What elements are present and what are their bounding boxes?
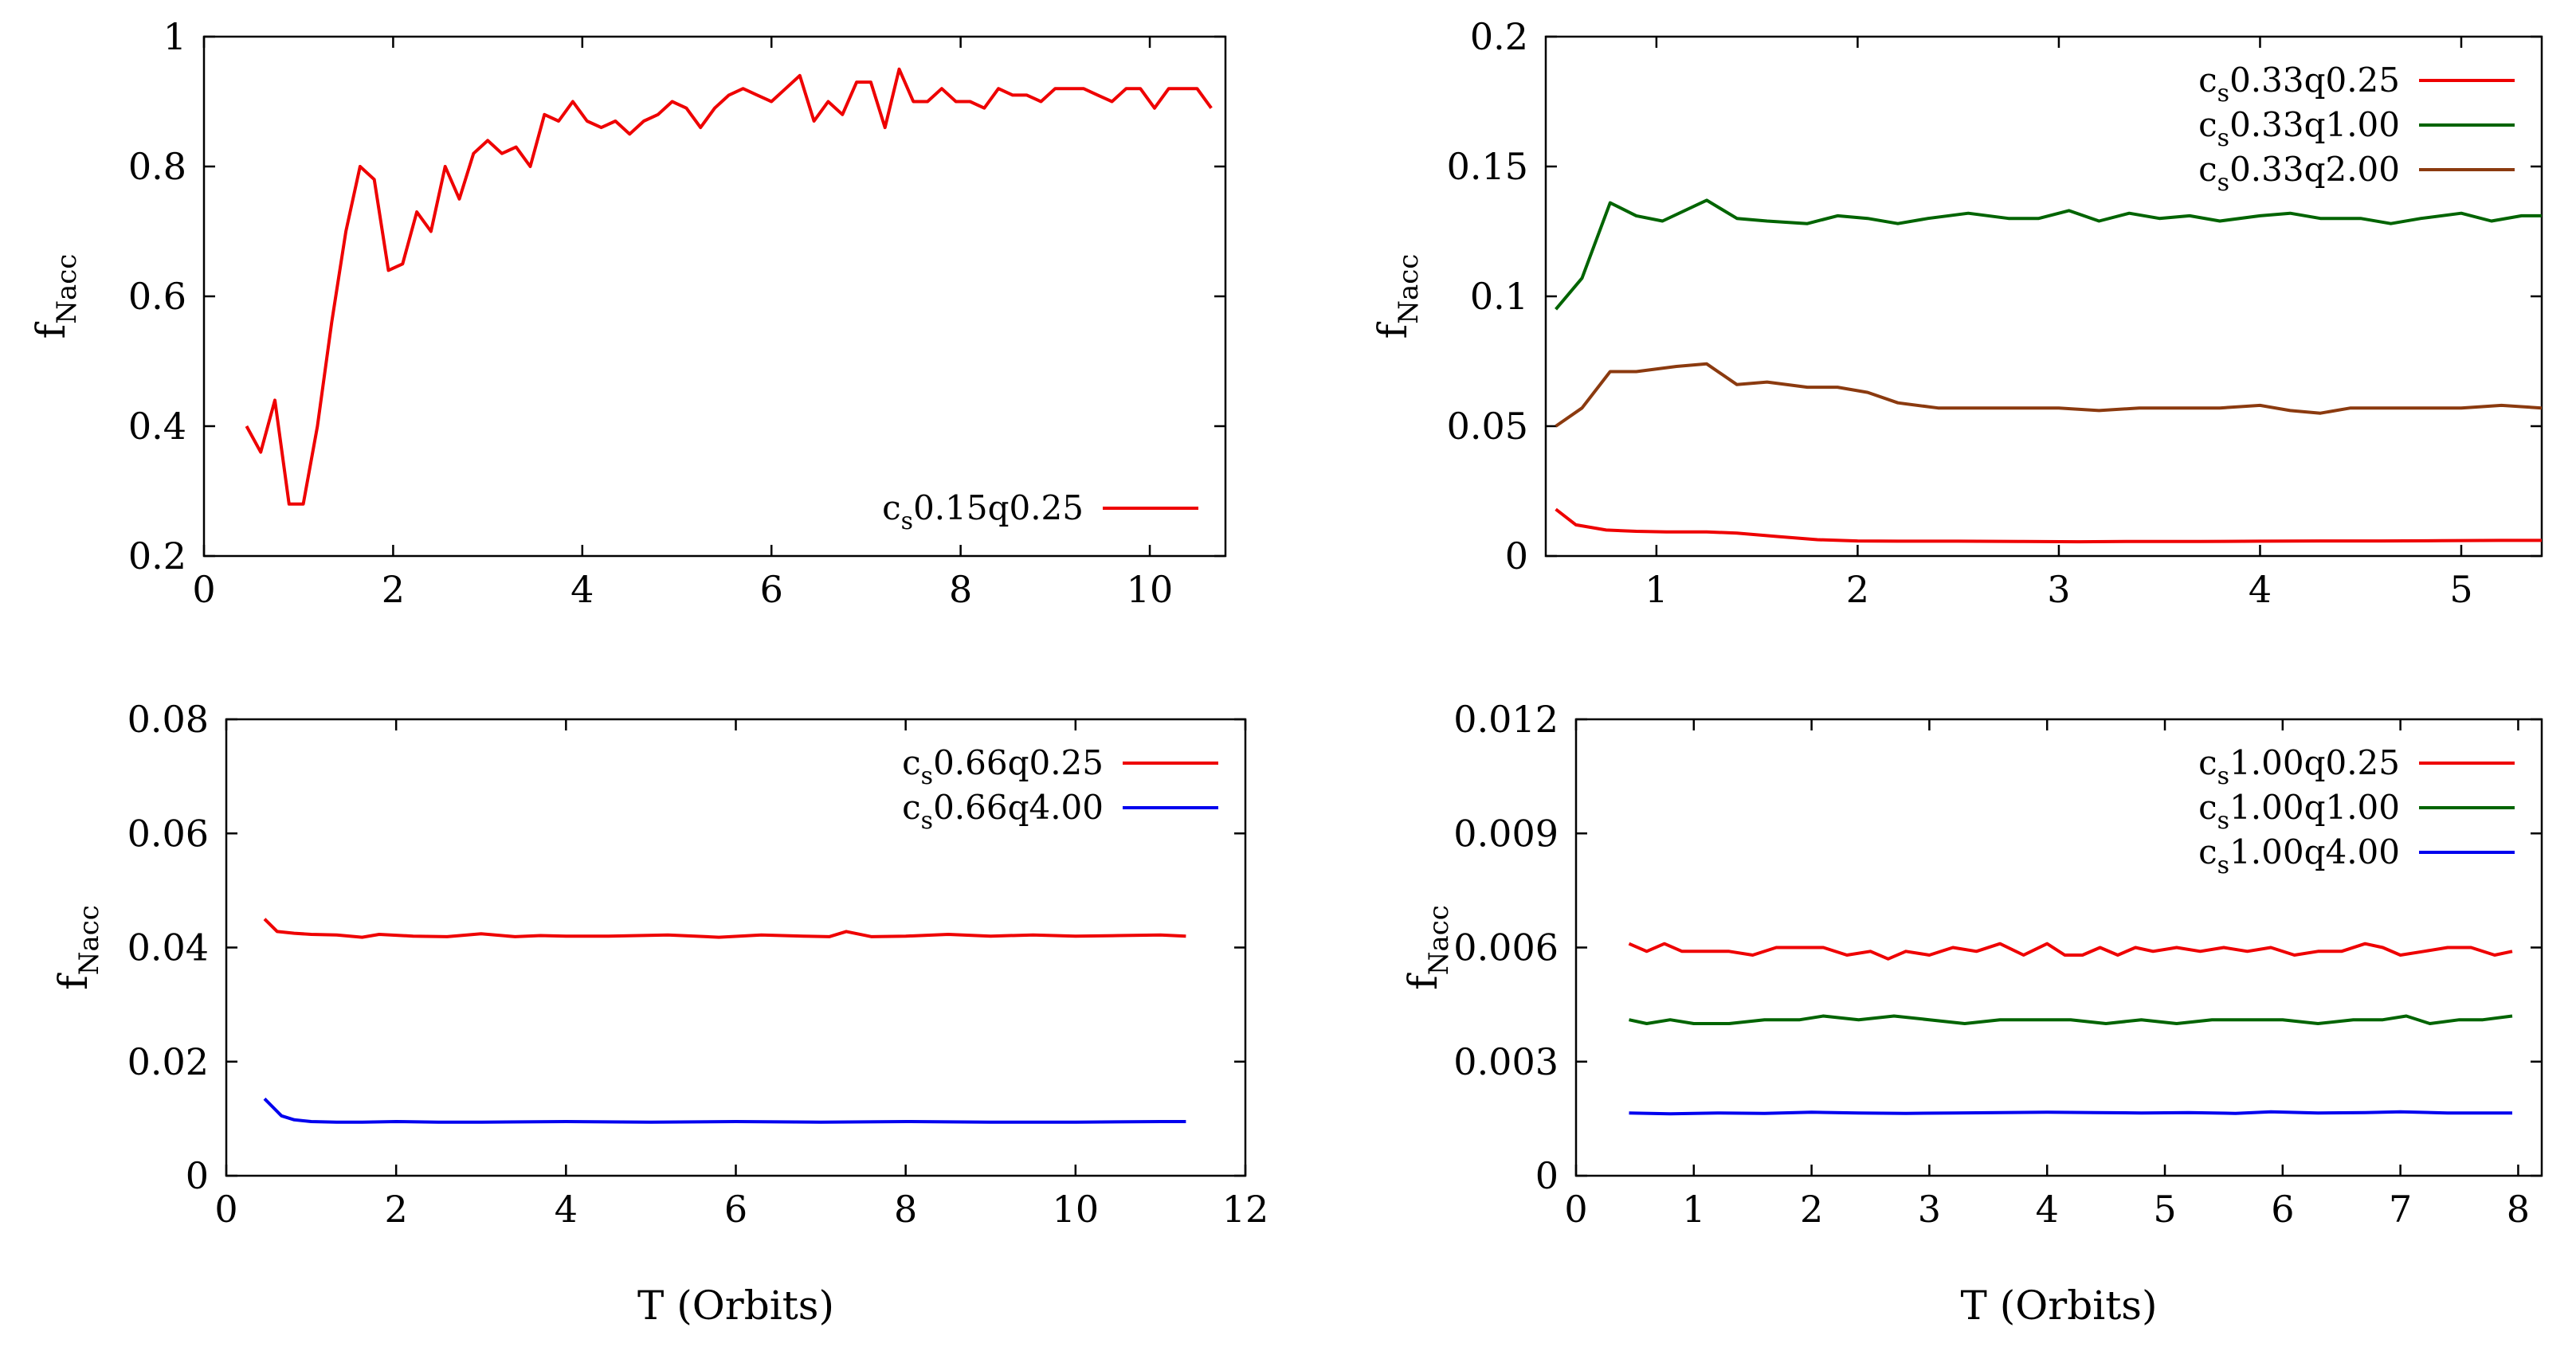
y-tick-label: 0 [1505, 534, 1528, 578]
x-tick-label: 6 [724, 1188, 747, 1231]
y-tick-label: 0.06 [127, 812, 209, 855]
series-line-1.00q4.00 [1629, 1110, 2512, 1116]
x-tick-label: 5 [2153, 1188, 2176, 1231]
chart-panel-top-right: 1 2 3 4 500.050.10.150.2fNacccs0.33q0.25cs0.… [1370, 15, 2543, 611]
series-line-1.00q0.25 [1628, 942, 2513, 961]
y-tick-label: 0.6 [128, 275, 186, 318]
legend-label: cs1.00q0.25 [2198, 743, 2400, 790]
legend-label: cs1.00q1.00 [2198, 788, 2400, 835]
y-tick-label: 0.8 [128, 145, 186, 188]
legend-label: cs0.33q1.00 [2198, 105, 2400, 152]
chart-panel-bottom-left: 0 2 4 6 8 10 12 0 0.02 0.04 0.06 0.08 fNacc T (Orbits… [50, 698, 1268, 1329]
x-tick-label: 6 [760, 568, 783, 611]
x-axis-title: T (Orbits) [637, 1282, 834, 1329]
y-axis-title: fNacc [1400, 905, 1455, 990]
y-tick-label: 0.05 [1447, 405, 1528, 448]
x-tick-label: 2 [382, 568, 405, 611]
x-tick-label: 2 [1846, 568, 1869, 611]
x-tick-label: 0 [192, 568, 215, 611]
y-tick-label: 0.02 [127, 1040, 209, 1083]
x-tick-label: 2 [1800, 1188, 1823, 1231]
x-tick-label: 4 [2249, 568, 2272, 611]
legend-label: cs0.15q0.25 [882, 488, 1084, 535]
x-tick-label: 7 [2389, 1188, 2412, 1231]
x-tick-label: 5 [2449, 568, 2472, 611]
y-tick-label: 0.009 [1453, 812, 1559, 855]
series-line-0.33q0.25 [1555, 507, 2542, 544]
x-tick-label: 12 [1222, 1188, 1269, 1231]
x-tick-label: 6 [2271, 1188, 2294, 1231]
y-tick-label: 0.15 [1447, 145, 1528, 188]
y-tick-label: 0.2 [128, 534, 186, 578]
chart-panel-bottom-right: 0 1 2 3 4 5 6 7 8 0 0.003 0.006 0.009 0.012 fNacc T (Or… [1400, 698, 2543, 1329]
x-tick-label: 10 [1127, 568, 1174, 611]
legend-label: cs1.00q4.00 [2198, 832, 2400, 879]
chart-panel-top-left: 0 2 4 6 8 10 0.2 0.4 0.6 0.8 1 fNacc cs0.15q0.25 [28, 15, 1227, 611]
x-tick-label: 0 [214, 1188, 237, 1231]
legend-label: cs0.66q4.00 [902, 788, 1104, 835]
y-tick-label: 0.006 [1453, 926, 1559, 969]
x-tick-label: 4 [570, 568, 594, 611]
x-tick-label: 8 [949, 568, 972, 611]
y-tick-label: 0 [1535, 1154, 1559, 1197]
x-axis-title: T (Orbits) [1961, 1282, 2158, 1329]
legend-label: cs0.66q0.25 [902, 743, 1104, 790]
x-tick-label: 1 [1645, 568, 1668, 611]
y-tick-label: 0.012 [1453, 698, 1559, 741]
x-tick-label: 8 [894, 1188, 917, 1231]
x-tick-label: 3 [2047, 568, 2070, 611]
series-line-0.66q4.00 [263, 1097, 1186, 1124]
y-tick-label: 0.08 [127, 698, 209, 741]
y-axis-title: fNacc [1370, 254, 1425, 339]
x-tick-label: 4 [2036, 1188, 2059, 1231]
y-tick-label: 0.04 [127, 926, 209, 969]
legend-label: cs0.33q2.00 [2198, 150, 2400, 197]
y-tick-label: 0.2 [1470, 15, 1528, 58]
y-tick-label: 0.4 [128, 405, 186, 448]
x-tick-label: 8 [2507, 1188, 2530, 1231]
y-axis-title: fNacc [50, 905, 105, 990]
x-tick-label: 10 [1053, 1188, 1100, 1231]
x-tick-label: 3 [1918, 1188, 1941, 1231]
x-tick-label: 2 [385, 1188, 408, 1231]
plot-frame [202, 35, 1227, 558]
series-line-0.33q2.00 [1555, 362, 2543, 428]
y-tick-label: 0.003 [1453, 1040, 1559, 1083]
x-tick-label: 1 [1682, 1188, 1705, 1231]
series-line-0.15q0.25 [245, 67, 1213, 506]
y-tick-label: 0.1 [1470, 275, 1528, 318]
y-tick-label: 1 [163, 15, 186, 58]
series-line-1.00q1.00 [1629, 1014, 2513, 1025]
y-axis-title: fNacc [28, 254, 83, 339]
y-tick-label: 0 [186, 1154, 209, 1197]
legend-label: cs0.33q0.25 [2198, 61, 2400, 108]
series-line-0.66q0.25 [263, 918, 1186, 939]
series-line-0.33q1.00 [1555, 198, 2542, 311]
x-tick-label: 0 [1564, 1188, 1587, 1231]
x-tick-label: 4 [555, 1188, 578, 1231]
